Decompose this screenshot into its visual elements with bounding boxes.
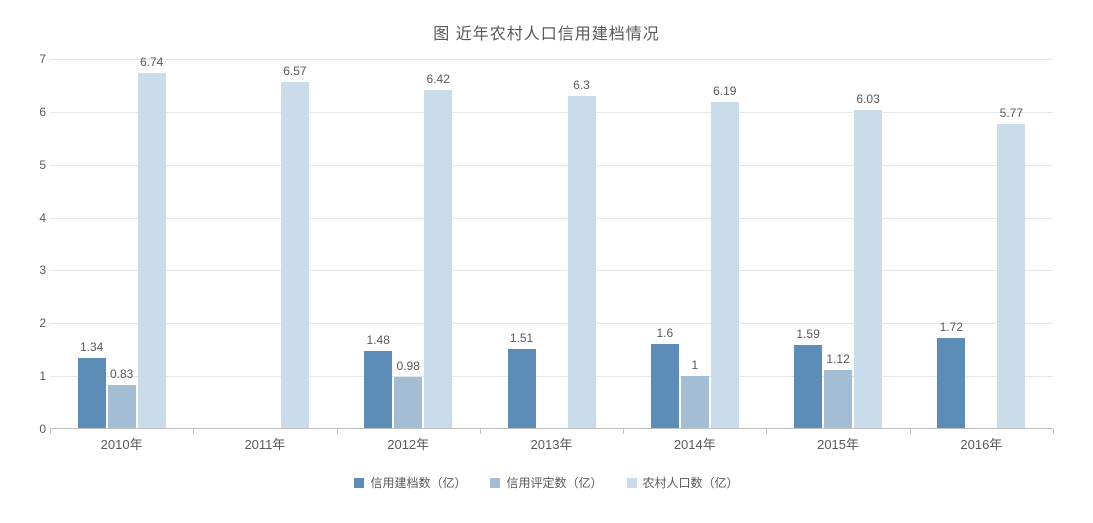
y-tick: 4 (39, 211, 46, 225)
y-tick: 0 (39, 422, 46, 436)
bar-value-label: 0.83 (110, 367, 133, 381)
y-tick: 2 (39, 316, 46, 330)
legend-label: 信用建档数（亿） (370, 474, 466, 491)
x-tick-mark (766, 429, 767, 434)
bar-value-label: 1 (691, 358, 698, 372)
x-tick-mark (1053, 429, 1054, 434)
bar-value-label: 6.3 (573, 78, 590, 92)
x-axis-label: 2010年 (101, 434, 143, 453)
y-axis: 01234567 (30, 59, 50, 429)
bar-value-label: 1.12 (826, 352, 849, 366)
bar-value-label: 1.6 (656, 326, 673, 340)
x-axis-line (50, 428, 1053, 429)
y-tick: 7 (39, 52, 46, 66)
legend: 信用建档数（亿） 信用评定数（亿） 农村人口数（亿） (30, 474, 1063, 491)
bar (508, 349, 536, 429)
bar-value-label: 1.59 (796, 327, 819, 341)
legend-item: 信用评定数（亿） (490, 474, 602, 491)
legend-item: 信用建档数（亿） (354, 474, 466, 491)
bar-value-label: 6.19 (713, 84, 736, 98)
x-axis-label: 2011年 (244, 434, 285, 453)
bar-value-label: 1.72 (940, 320, 963, 334)
x-tick-mark (193, 429, 194, 434)
bar (364, 351, 392, 429)
bar-value-label: 5.77 (1000, 106, 1023, 120)
x-tick-mark (480, 429, 481, 434)
bar (794, 345, 822, 429)
y-tick: 1 (39, 369, 46, 383)
bar (424, 90, 452, 429)
legend-swatch (627, 478, 637, 488)
bar (281, 82, 309, 429)
bar (681, 376, 709, 429)
x-tick-mark (337, 429, 338, 434)
legend-item: 农村人口数（亿） (627, 474, 739, 491)
y-tick: 3 (39, 263, 46, 277)
chart-title: 图 近年农村人口信用建档情况 (30, 20, 1063, 44)
x-tick-mark (910, 429, 911, 434)
x-tick-mark (50, 429, 51, 434)
plot-area: 01234567 1.340.836.746.571.480.986.421.5… (50, 59, 1053, 459)
y-tick: 5 (39, 158, 46, 172)
bar-value-label: 1.34 (80, 340, 103, 354)
bars-region: 1.340.836.746.571.480.986.421.516.31.616… (50, 59, 1053, 429)
bar (824, 370, 852, 429)
bar-value-label: 6.57 (283, 64, 306, 78)
legend-swatch (354, 478, 364, 488)
bar (108, 385, 136, 429)
x-axis-label: 2012年 (387, 434, 429, 453)
bar-value-label: 1.51 (510, 331, 533, 345)
y-tick: 6 (39, 105, 46, 119)
bar-value-label: 6.74 (140, 55, 163, 69)
bar (854, 110, 882, 429)
bar (997, 124, 1025, 429)
x-axis-label: 2016年 (960, 434, 1002, 453)
bar (711, 102, 739, 429)
legend-label: 农村人口数（亿） (643, 474, 739, 491)
bar (937, 338, 965, 429)
bar (394, 377, 422, 429)
bar (78, 358, 106, 429)
x-axis-label: 2015年 (817, 434, 859, 453)
bar-value-label: 6.42 (427, 72, 450, 86)
bar-value-label: 0.98 (397, 359, 420, 373)
x-axis-label: 2014年 (674, 434, 716, 453)
legend-label: 信用评定数（亿） (506, 474, 602, 491)
x-axis-label: 2013年 (531, 434, 573, 453)
bar-value-label: 6.03 (856, 92, 879, 106)
legend-swatch (490, 478, 500, 488)
bar (138, 73, 166, 429)
chart-container: 图 近年农村人口信用建档情况 0 1 2 3 4 5 6 7 1.34 0.83 6.74 6.57… (0, 0, 1093, 523)
bar (568, 96, 596, 429)
bar (651, 344, 679, 429)
bar-value-label: 1.48 (367, 333, 390, 347)
x-tick-mark (623, 429, 624, 434)
